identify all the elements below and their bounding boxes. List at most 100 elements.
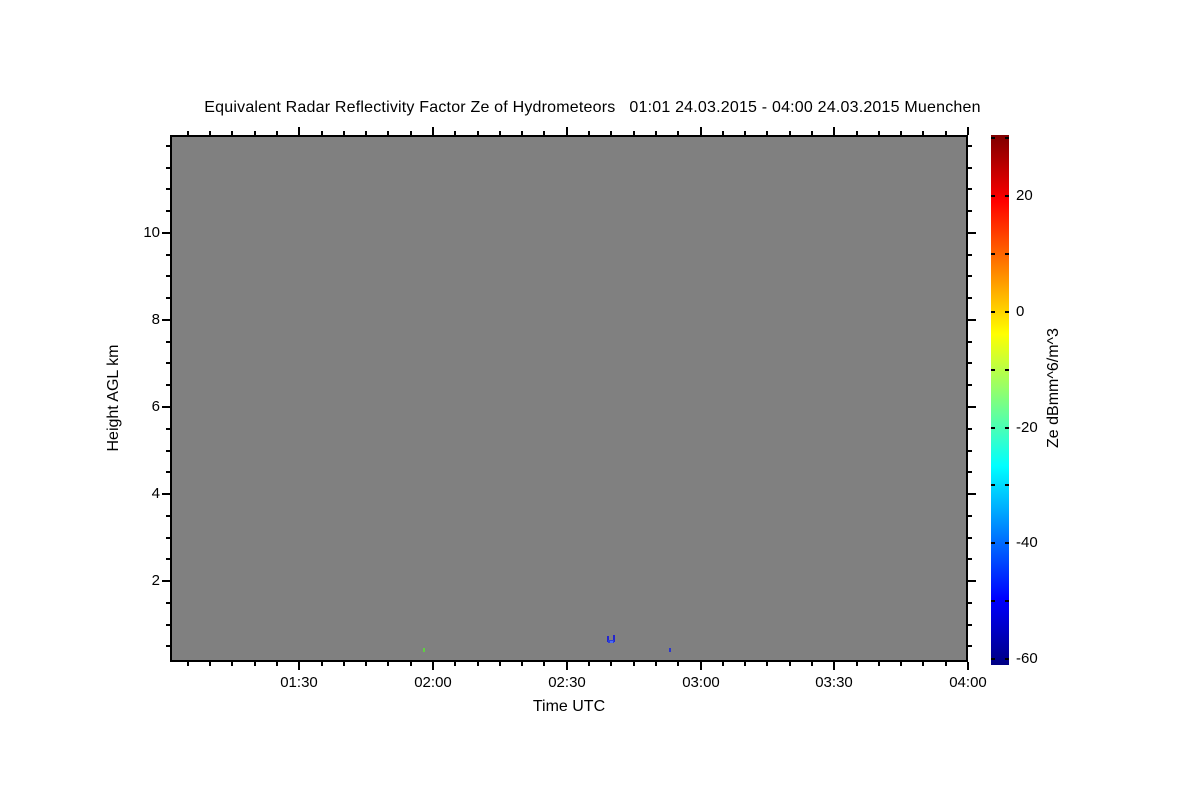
x-minor-tick-top bbox=[588, 131, 590, 135]
x-minor-tick-top bbox=[410, 131, 412, 135]
chart-title: Equivalent Radar Reflectivity Factor Ze … bbox=[204, 99, 981, 116]
x-minor-tick-top bbox=[811, 131, 813, 135]
echo-speck bbox=[607, 636, 609, 642]
x-minor-tick-bottom bbox=[922, 662, 924, 666]
colorbar-tick-left bbox=[991, 542, 995, 544]
x-minor-tick-top bbox=[521, 131, 523, 135]
echo-speck bbox=[669, 648, 671, 652]
y-major-tick-left bbox=[162, 232, 170, 234]
x-minor-tick-top bbox=[477, 131, 479, 135]
colorbar-tick-left bbox=[991, 311, 995, 313]
y-major-tick-right bbox=[968, 232, 976, 234]
colorbar bbox=[991, 135, 1009, 665]
x-minor-tick-bottom bbox=[543, 662, 545, 666]
x-major-tick-top bbox=[298, 127, 300, 135]
x-minor-tick-top bbox=[365, 131, 367, 135]
x-minor-tick-top bbox=[499, 131, 501, 135]
colorbar-tick-right bbox=[1005, 369, 1009, 371]
x-minor-tick-top bbox=[610, 131, 612, 135]
y-tick-label: 4 bbox=[151, 485, 160, 502]
colorbar-tick-left bbox=[991, 600, 995, 602]
x-minor-tick-bottom bbox=[677, 662, 679, 666]
x-minor-tick-bottom bbox=[231, 662, 233, 666]
y-minor-tick-right bbox=[968, 297, 972, 299]
x-minor-tick-top bbox=[633, 131, 635, 135]
colorbar-tick-right bbox=[1005, 484, 1009, 486]
x-minor-tick-bottom bbox=[722, 662, 724, 666]
y-minor-tick-right bbox=[968, 602, 972, 604]
echo-speck bbox=[610, 641, 613, 643]
x-minor-tick-top bbox=[856, 131, 858, 135]
y-major-tick-left bbox=[162, 493, 170, 495]
colorbar-tick-right bbox=[1005, 253, 1009, 255]
y-major-tick-right bbox=[968, 493, 976, 495]
x-major-tick-bottom bbox=[967, 662, 969, 670]
x-tick-label: 01:30 bbox=[280, 674, 318, 691]
y-minor-tick-left bbox=[166, 254, 170, 256]
y-minor-tick-left bbox=[166, 145, 170, 147]
x-minor-tick-top bbox=[321, 131, 323, 135]
x-minor-tick-bottom bbox=[610, 662, 612, 666]
y-minor-tick-left bbox=[166, 167, 170, 169]
y-tick-label: 6 bbox=[151, 398, 160, 415]
colorbar-tick-left bbox=[991, 253, 995, 255]
x-minor-tick-top bbox=[343, 131, 345, 135]
x-tick-label: 02:30 bbox=[548, 674, 586, 691]
x-minor-tick-top bbox=[655, 131, 657, 135]
colorbar-tick-label: -40 bbox=[1016, 534, 1038, 551]
x-minor-tick-top bbox=[543, 131, 545, 135]
x-minor-tick-top bbox=[766, 131, 768, 135]
x-minor-tick-bottom bbox=[945, 662, 947, 666]
colorbar-tick-label: -60 bbox=[1016, 650, 1038, 667]
x-minor-tick-bottom bbox=[521, 662, 523, 666]
x-major-tick-top bbox=[700, 127, 702, 135]
y-minor-tick-right bbox=[968, 362, 972, 364]
x-minor-tick-top bbox=[789, 131, 791, 135]
y-minor-tick-left bbox=[166, 515, 170, 517]
x-minor-tick-bottom bbox=[477, 662, 479, 666]
y-minor-tick-right bbox=[968, 645, 972, 647]
y-minor-tick-left bbox=[166, 297, 170, 299]
x-minor-tick-bottom bbox=[209, 662, 211, 666]
colorbar-title-text: Ze dBmm^6/m^3 bbox=[1045, 328, 1062, 448]
y-minor-tick-right bbox=[968, 558, 972, 560]
colorbar-tick-left bbox=[991, 427, 995, 429]
y-tick-label: 10 bbox=[143, 224, 160, 241]
y-minor-tick-right bbox=[968, 188, 972, 190]
y-major-tick-right bbox=[968, 319, 976, 321]
y-minor-tick-left bbox=[166, 450, 170, 452]
x-minor-tick-bottom bbox=[900, 662, 902, 666]
y-minor-tick-right bbox=[968, 145, 972, 147]
y-minor-tick-right bbox=[968, 428, 972, 430]
x-minor-tick-top bbox=[945, 131, 947, 135]
y-minor-tick-left bbox=[166, 210, 170, 212]
x-tick-label: 04:00 bbox=[949, 674, 987, 691]
x-minor-tick-bottom bbox=[744, 662, 746, 666]
colorbar-tick-left bbox=[991, 484, 995, 486]
colorbar-tick-left bbox=[991, 369, 995, 371]
y-minor-tick-right bbox=[968, 167, 972, 169]
y-minor-tick-right bbox=[968, 341, 972, 343]
y-minor-tick-right bbox=[968, 254, 972, 256]
x-minor-tick-top bbox=[231, 131, 233, 135]
x-minor-tick-bottom bbox=[588, 662, 590, 666]
colorbar-tick-right bbox=[1005, 427, 1009, 429]
x-minor-tick-bottom bbox=[365, 662, 367, 666]
y-minor-tick-left bbox=[166, 188, 170, 190]
y-major-tick-right bbox=[968, 406, 976, 408]
x-minor-tick-bottom bbox=[633, 662, 635, 666]
x-minor-tick-bottom bbox=[766, 662, 768, 666]
y-minor-tick-right bbox=[968, 515, 972, 517]
x-major-tick-top bbox=[566, 127, 568, 135]
y-minor-tick-left bbox=[166, 645, 170, 647]
x-tick-label: 03:30 bbox=[815, 674, 853, 691]
plot-area bbox=[170, 135, 968, 662]
y-major-tick-left bbox=[162, 319, 170, 321]
x-minor-tick-top bbox=[677, 131, 679, 135]
x-minor-tick-top bbox=[276, 131, 278, 135]
x-minor-tick-top bbox=[454, 131, 456, 135]
y-axis-title-text: Height AGL km bbox=[105, 344, 122, 452]
y-major-tick-left bbox=[162, 580, 170, 582]
echo-speck bbox=[423, 648, 425, 652]
